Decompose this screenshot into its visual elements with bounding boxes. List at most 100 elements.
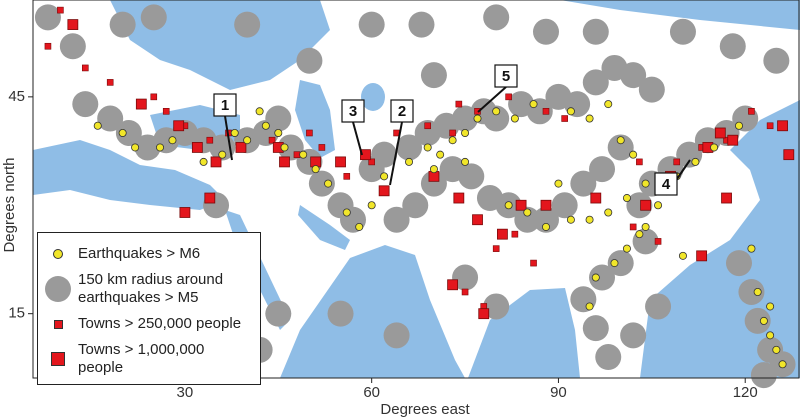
earthquake-point [261, 121, 270, 130]
legend-swatch [44, 240, 72, 268]
radius-circle [738, 278, 765, 305]
town-marker [135, 98, 147, 110]
earthquake-point [772, 345, 781, 354]
legend-entry: Towns > 1,000,000 people [44, 341, 254, 377]
radius-circle [115, 119, 142, 146]
earthquake-point [243, 136, 252, 145]
y-tick-label: 45 [8, 88, 25, 105]
earthquake-point [616, 136, 625, 145]
earthquake-point [436, 150, 445, 159]
earthquake-point [585, 114, 594, 123]
earthquake-point [504, 201, 513, 210]
legend-swatch [44, 345, 72, 373]
earthquake-point [280, 143, 289, 152]
town-marker [511, 230, 519, 238]
town-marker [318, 144, 326, 151]
town-marker [629, 223, 637, 231]
earthquake-point [622, 194, 631, 203]
y-axis-label: Degrees north [1, 157, 18, 252]
callout-box [341, 99, 365, 123]
earthquake-point [510, 114, 519, 123]
town-marker [368, 158, 375, 166]
earthquake-point [218, 150, 227, 159]
earthquake-point [274, 128, 283, 137]
radius-circle [234, 11, 261, 38]
earthquake-point [635, 230, 644, 239]
earthquake-point [423, 143, 432, 152]
town-marker [540, 199, 552, 211]
town-marker [204, 192, 216, 204]
callout-line [352, 121, 363, 156]
town-marker [210, 156, 222, 168]
radius-circle [296, 47, 323, 74]
radius-circle [140, 4, 167, 31]
earthquake-point [753, 287, 762, 296]
town-marker [179, 207, 191, 218]
earthquake-point [461, 128, 470, 137]
radius-circle [408, 11, 435, 38]
earthquake-point [604, 208, 613, 217]
legend-label: Towns > 1,000,000 people [78, 341, 205, 376]
town-marker [67, 19, 79, 30]
radius-circle [725, 250, 752, 277]
town-marker [492, 245, 500, 252]
radius-circle [358, 11, 385, 38]
legend-marker [53, 319, 63, 329]
radius-circle [420, 62, 447, 89]
town-marker [472, 214, 483, 226]
legend-label: Towns > 250,000 people [78, 315, 242, 332]
radius-circle [265, 300, 292, 327]
earthquake-point [766, 331, 775, 340]
town-marker [57, 6, 64, 14]
radius-circle [595, 344, 622, 371]
town-marker [268, 136, 276, 144]
y-tick-label: 15 [8, 305, 25, 322]
earthquake-point [448, 136, 457, 145]
radius-circle [750, 362, 777, 389]
earthquake-point [473, 114, 482, 123]
radius-circle [383, 206, 410, 233]
town-marker [505, 93, 512, 101]
earthquake-point [591, 273, 600, 282]
earthquake-point [541, 222, 550, 231]
radius-circle [483, 4, 510, 31]
earthquake-point [610, 259, 619, 268]
earthquake-point [529, 100, 538, 109]
town-marker [360, 149, 371, 161]
radius-circle [476, 185, 503, 212]
x-tick-label: 120 [733, 384, 758, 401]
earthquake-point [461, 157, 470, 166]
earthquake-point [342, 208, 351, 217]
radius-circle [514, 206, 541, 233]
earthquake-point [585, 215, 594, 224]
earthquake-point [629, 150, 638, 159]
town-marker [561, 115, 568, 122]
radius-circle [626, 192, 653, 219]
town-marker [343, 173, 351, 180]
legend-marker [51, 352, 65, 366]
legend-label: Earthquakes > M6 [78, 245, 201, 262]
callout-box [390, 99, 414, 123]
earthquake-point [691, 157, 700, 166]
earthquake-point [641, 179, 650, 188]
legend-swatch [44, 310, 72, 338]
earthquake-point [299, 150, 308, 159]
legend-entry: Towns > 250,000 people [44, 310, 254, 338]
earthquake-point [778, 360, 787, 369]
callout-line [477, 86, 507, 113]
radius-circle [483, 293, 510, 320]
town-marker [306, 129, 313, 137]
radius-circle [551, 192, 578, 219]
town-marker [293, 151, 301, 158]
radius-circle [483, 105, 510, 132]
town-marker [378, 185, 390, 197]
radius-circle [396, 134, 423, 161]
series-group [67, 19, 795, 320]
radius-circle [589, 156, 616, 183]
earthquake-point [492, 107, 501, 116]
earthquake-point [118, 128, 127, 137]
earthquake-point [566, 215, 575, 224]
callout-label: 5 [502, 68, 510, 85]
callout-line [224, 115, 233, 161]
